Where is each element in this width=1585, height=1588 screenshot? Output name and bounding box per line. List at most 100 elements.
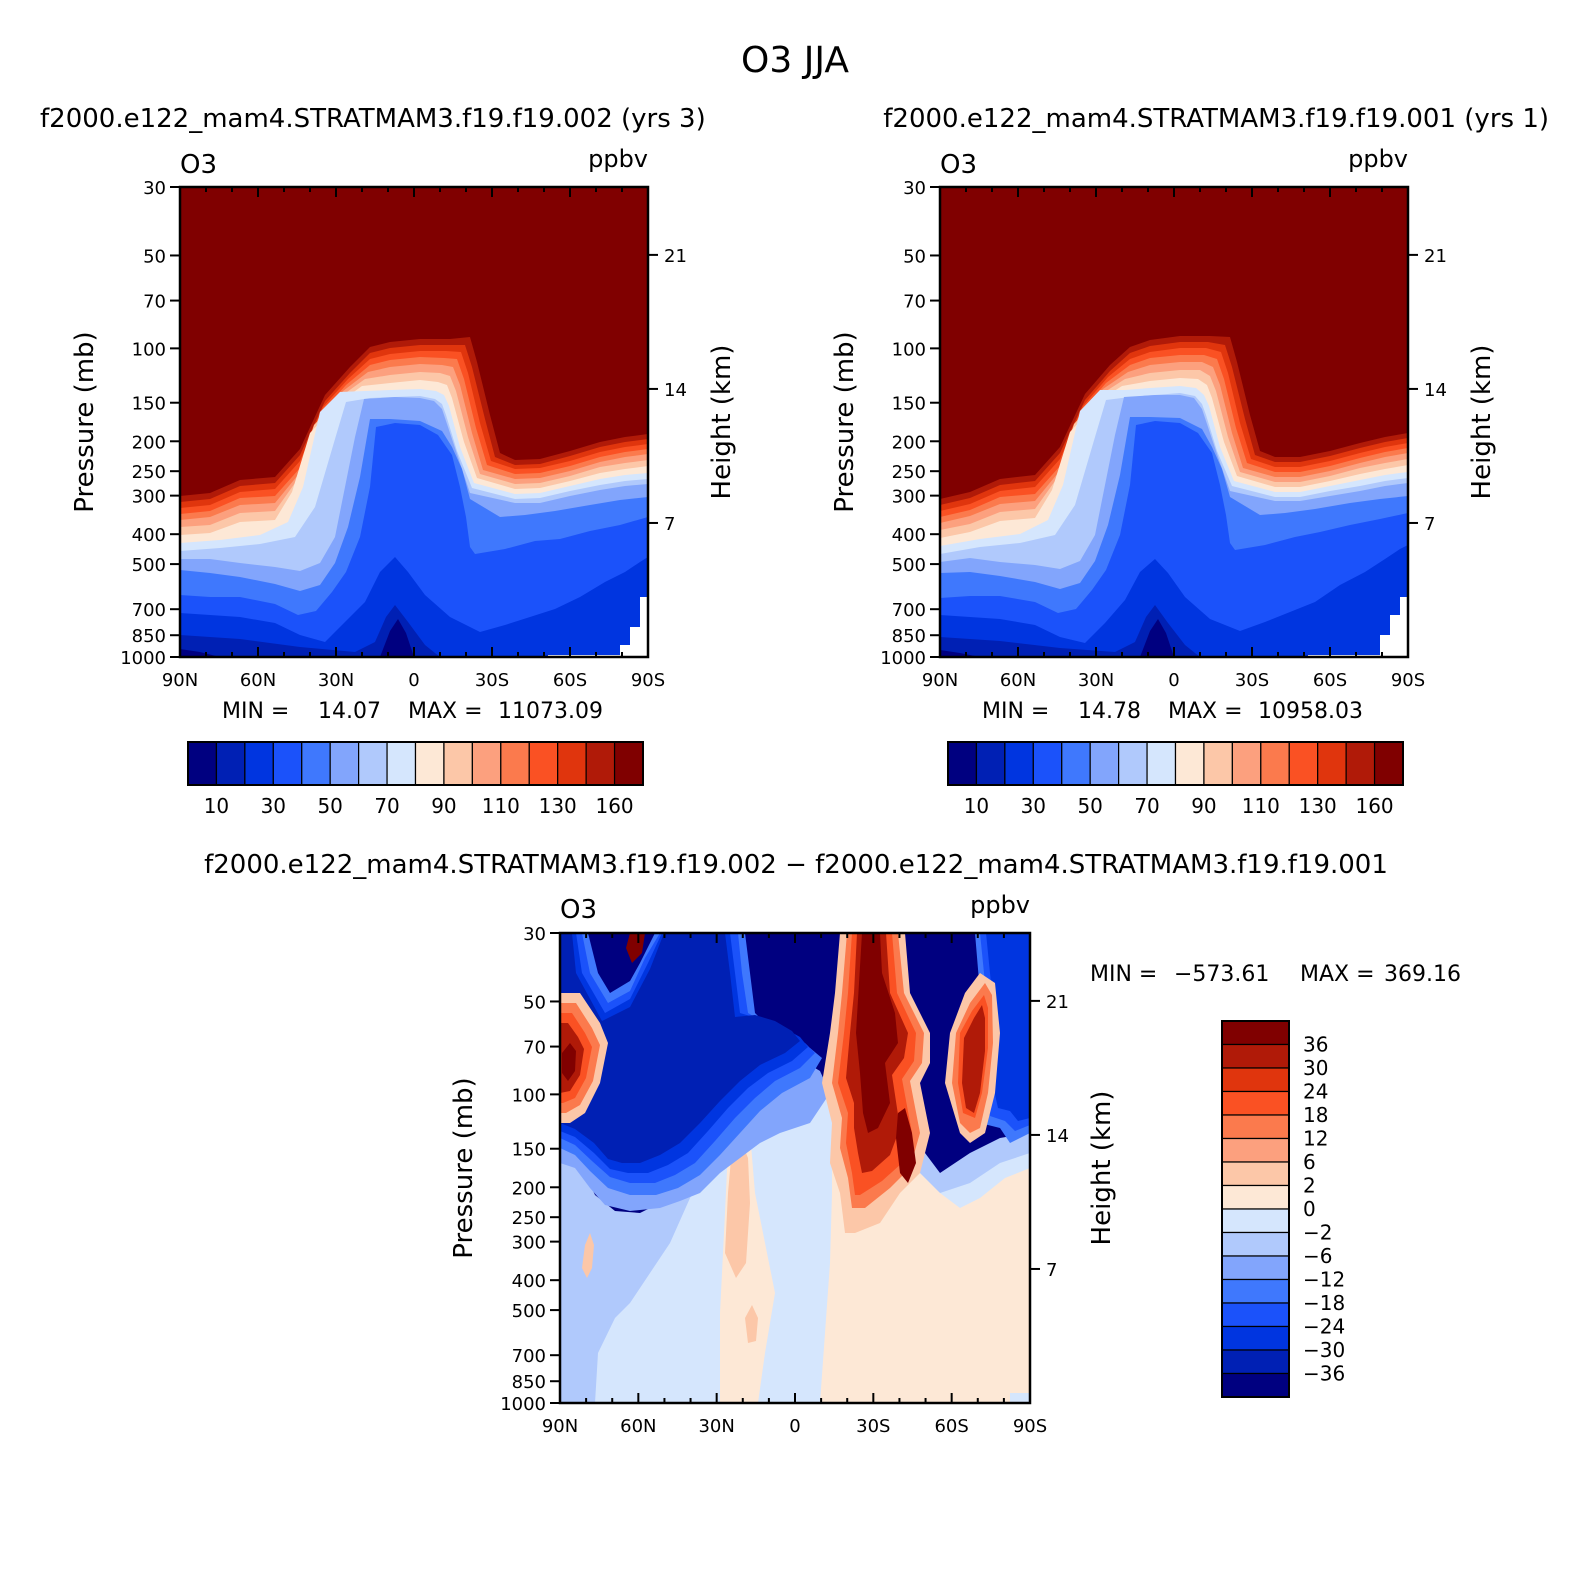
colorbar-swatch bbox=[1221, 1231, 1290, 1257]
y-tick-label: 50 bbox=[523, 992, 546, 1013]
panel-3-field bbox=[560, 933, 1030, 1403]
y-tick-label: 150 bbox=[892, 394, 926, 415]
y-tick-label: 1000 bbox=[120, 648, 166, 669]
x-tick-label: 60S bbox=[553, 670, 587, 691]
x-tick-label: 0 bbox=[789, 1416, 800, 1437]
colorbar-swatch bbox=[414, 741, 445, 786]
y-tick-label: 300 bbox=[132, 487, 166, 508]
panel-2-y-axis-title: Pressure (mb) bbox=[830, 331, 860, 512]
colorbar-label: −36 bbox=[1303, 1362, 1345, 1386]
colorbar-swatch bbox=[386, 741, 417, 786]
y-tick-label: 300 bbox=[512, 1233, 546, 1254]
x-tick-label: 90N bbox=[922, 670, 958, 691]
panel-3-level-neg36 bbox=[560, 933, 800, 1163]
colorbar-label: 130 bbox=[1299, 794, 1337, 818]
panel-1-field bbox=[180, 187, 648, 657]
colorbar-swatch bbox=[301, 741, 331, 786]
colorbar-swatch bbox=[613, 741, 644, 786]
colorbar-swatch bbox=[1221, 1302, 1290, 1328]
colorbar-swatch bbox=[1373, 741, 1404, 786]
colorbar-label: 36 bbox=[1303, 1033, 1328, 1057]
panel-1-max-label: MAX = bbox=[408, 699, 483, 724]
x-tick-label: 0 bbox=[1168, 670, 1179, 691]
y-tick-label: 850 bbox=[892, 626, 926, 647]
colorbar-swatch bbox=[443, 741, 473, 786]
panel-1-variable-label: O3 bbox=[180, 150, 217, 180]
colorbar-swatch bbox=[1203, 741, 1233, 786]
colorbar-label: 160 bbox=[1355, 794, 1393, 818]
colorbar-label: 10 bbox=[964, 794, 989, 818]
colorbar-label: 90 bbox=[431, 794, 456, 818]
colorbar-label: 30 bbox=[1303, 1056, 1328, 1080]
panel-2-min-label: MIN = bbox=[982, 699, 1049, 724]
colorbar-swatch bbox=[1345, 741, 1376, 786]
y-tick-label: 200 bbox=[132, 432, 166, 453]
y-tick-label: 30 bbox=[143, 178, 166, 199]
colorbar-swatch bbox=[187, 741, 218, 786]
x-tick-label: 60S bbox=[934, 1416, 968, 1437]
colorbar-label: 110 bbox=[1242, 794, 1280, 818]
y-tick-label: 500 bbox=[132, 555, 166, 576]
colorbar-swatch bbox=[1221, 1325, 1290, 1351]
colorbar-swatch bbox=[528, 741, 559, 786]
panel-2-missing-data bbox=[1308, 582, 1408, 657]
colorbar-swatch bbox=[975, 741, 1006, 786]
x-tick-label: 90N bbox=[162, 670, 198, 691]
colorbar-label: 50 bbox=[317, 794, 342, 818]
panel-1-case-label: f2000.e122_mam4.STRATMAM3.f19.f19.002 (y… bbox=[40, 104, 706, 134]
panel-3-level-2a bbox=[582, 1138, 758, 1343]
colorbar-label: −6 bbox=[1303, 1244, 1332, 1268]
colorbar-label: 70 bbox=[1134, 794, 1159, 818]
height-tick-label: 14 bbox=[1424, 380, 1447, 401]
y-tick-label: 500 bbox=[512, 1301, 546, 1322]
colorbar-swatch bbox=[1146, 741, 1177, 786]
colorbar-swatch bbox=[1221, 1184, 1290, 1210]
height-tick-label: 7 bbox=[1046, 1260, 1057, 1281]
panel-2-level-4 bbox=[940, 421, 1408, 657]
y-tick-label: 250 bbox=[892, 462, 926, 483]
y-tick-label: 700 bbox=[132, 600, 166, 621]
colorbar-swatch bbox=[358, 741, 388, 786]
colorbar-swatch bbox=[471, 741, 502, 786]
panel-3-min-value: −573.61 bbox=[1174, 962, 1269, 987]
panel-3-y-axis-title: Pressure (mb) bbox=[449, 1077, 479, 1258]
colorbar-swatch bbox=[1118, 741, 1148, 786]
colorbar-label: 30 bbox=[261, 794, 286, 818]
colorbar-swatch bbox=[1061, 741, 1091, 786]
y-tick-label: 70 bbox=[143, 292, 166, 313]
colorbar-frame bbox=[947, 741, 1404, 786]
panel-1-y-axis-title: Pressure (mb) bbox=[70, 331, 100, 512]
figure-title: O3 JJA bbox=[741, 40, 849, 81]
y-tick-label: 70 bbox=[903, 292, 926, 313]
colorbar-label: −24 bbox=[1303, 1315, 1345, 1339]
panel-2-max-label: MAX = bbox=[1168, 699, 1243, 724]
panel-1-height-axis-title: Height (km) bbox=[707, 345, 737, 500]
colorbar-swatch bbox=[1221, 1020, 1290, 1046]
y-tick-label: 700 bbox=[512, 1346, 546, 1367]
colorbar-label: 110 bbox=[482, 794, 520, 818]
y-tick-label: 850 bbox=[512, 1372, 546, 1393]
height-tick-label: 14 bbox=[1046, 1126, 1069, 1147]
y-tick-label: 100 bbox=[512, 1085, 546, 1106]
y-tick-label: 30 bbox=[523, 924, 546, 945]
colorbar-swatch bbox=[1221, 1278, 1290, 1304]
colorbar-swatch bbox=[1089, 741, 1120, 786]
y-tick-label: 100 bbox=[892, 339, 926, 360]
panel-1-max-value: 11073.09 bbox=[498, 699, 603, 724]
colorbar-label: −30 bbox=[1303, 1338, 1345, 1362]
panel-2-level-2 bbox=[940, 605, 1200, 657]
colorbar-label: 130 bbox=[539, 794, 577, 818]
y-tick-label: 150 bbox=[512, 1140, 546, 1161]
x-tick-label: 30N bbox=[698, 1416, 734, 1437]
x-tick-label: 60S bbox=[1313, 670, 1347, 691]
panel-3-level-pos-peak bbox=[562, 933, 916, 1183]
colorbar-label: 50 bbox=[1077, 794, 1102, 818]
y-tick-label: 50 bbox=[903, 246, 926, 267]
colorbar-swatch bbox=[1221, 1137, 1290, 1163]
colorbar-label: 6 bbox=[1303, 1150, 1316, 1174]
colorbar-swatch bbox=[1221, 1208, 1290, 1234]
height-tick-label: 14 bbox=[664, 380, 687, 401]
x-tick-label: 90S bbox=[1013, 1416, 1047, 1437]
